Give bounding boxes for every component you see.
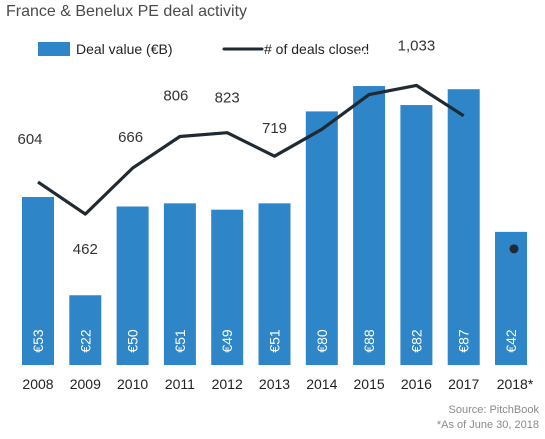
bar-value-label: €22 (77, 329, 93, 353)
x-tick-label: 2015 (354, 376, 385, 392)
x-tick-label: 2014 (306, 376, 337, 392)
bar-value-label: €51 (267, 329, 283, 353)
bar-value-label: €88 (361, 329, 377, 353)
x-tick-label: 2016 (401, 376, 432, 392)
deals-closed-label: 823 (215, 90, 240, 107)
bar-2012 (211, 209, 244, 365)
x-tick-label: 2011 (165, 376, 195, 392)
deals-closed-label: 666 (118, 129, 143, 146)
bar-2009 (69, 295, 102, 365)
bar-2015 (353, 86, 386, 365)
bar-2017 (447, 89, 480, 366)
bar-2016 (400, 105, 433, 365)
bar-value-label: €80 (314, 329, 330, 353)
x-tick-label: 2008 (22, 376, 53, 392)
deals-closed-label: 719 (262, 120, 287, 137)
bar-value-label: €53 (30, 329, 46, 353)
chart-title: France & Benelux PE deal activity (6, 3, 248, 20)
x-tick-label: 2010 (117, 376, 148, 392)
bar-2014 (305, 111, 338, 366)
deals-closed-label: 838 (303, 81, 328, 98)
x-tick-label: 2018* (497, 376, 534, 392)
deals-closed-label: 992 (357, 48, 382, 65)
x-tick-label: 2009 (70, 376, 101, 392)
x-tick-label: 2013 (259, 376, 290, 392)
deals-closed-label: 604 (17, 131, 42, 148)
legend-label-deal-value: Deal value (€B) (76, 41, 173, 57)
bar-2008 (22, 196, 54, 365)
bar-2011 (163, 203, 196, 365)
bar-value-label: €42 (503, 329, 519, 353)
deals-closed-label: 806 (163, 88, 188, 105)
legend: Deal value (€B) # of deals closed (38, 41, 369, 57)
legend-swatch-deal-value (38, 42, 70, 56)
bar-value-label: €87 (456, 329, 472, 353)
deals-closed-label: 1,033 (398, 37, 436, 54)
bar-value-label: €82 (408, 329, 424, 353)
deals-closed-line (37, 83, 465, 216)
bar-2013 (258, 203, 291, 365)
x-tick-label: 2012 (212, 376, 243, 392)
bar-value-label: €49 (219, 329, 235, 353)
source-note: Source: PitchBook (449, 404, 540, 416)
footnote: *As of June 30, 2018 (437, 419, 539, 431)
bar-value-label: €51 (172, 329, 188, 353)
x-tick-label: 2017 (448, 376, 479, 392)
deals-closed-label: 462 (73, 241, 98, 258)
deals-closed-label: 898 (451, 52, 476, 69)
bar-2018* (495, 231, 527, 365)
bar-2010 (116, 206, 149, 365)
deals-closed-label: 308 (504, 205, 529, 222)
legend-label-deals-closed: # of deals closed (264, 41, 369, 57)
deals-closed-point-2018 (509, 244, 519, 254)
bar-value-label: €50 (125, 329, 141, 353)
